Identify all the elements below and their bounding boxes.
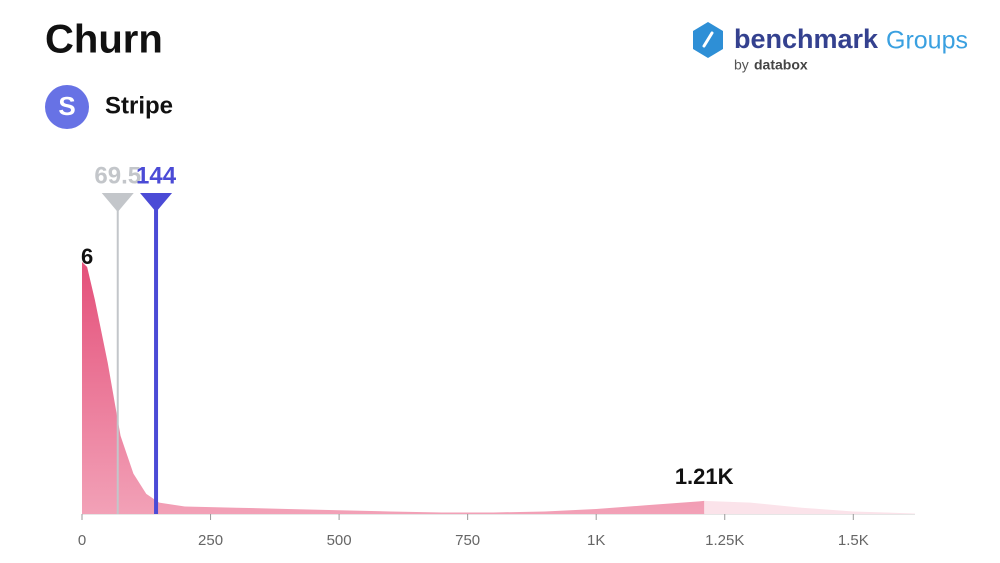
title: Churn: [45, 18, 163, 62]
marker-label: 144: [136, 162, 177, 189]
marker-head: [140, 193, 173, 212]
x-tick-label: 1.25K: [705, 532, 744, 549]
x-tick-label: 250: [198, 532, 223, 549]
density-area: [82, 262, 705, 514]
brand-logo-mark: [702, 31, 714, 48]
x-tick-label: 1K: [587, 532, 605, 549]
source-name: Stripe: [105, 92, 173, 119]
density-tail: [704, 500, 915, 514]
source-icon-letter: S: [58, 91, 75, 121]
brand-suffix: Groups: [886, 27, 968, 55]
max-label: 1.21K: [675, 464, 734, 489]
min-label: 6: [81, 244, 93, 269]
brand-by: by: [734, 57, 749, 73]
x-tick-label: 500: [327, 532, 352, 549]
brand-by-name: databox: [754, 57, 808, 73]
x-tick-label: 750: [455, 532, 480, 549]
x-tick-label: 1.5K: [838, 532, 869, 549]
marker-head: [101, 193, 134, 212]
brand-name: benchmark: [734, 24, 879, 54]
source-icon: [45, 85, 89, 129]
marker-label: 69.5: [94, 162, 141, 189]
x-tick-label: 0: [78, 532, 86, 549]
